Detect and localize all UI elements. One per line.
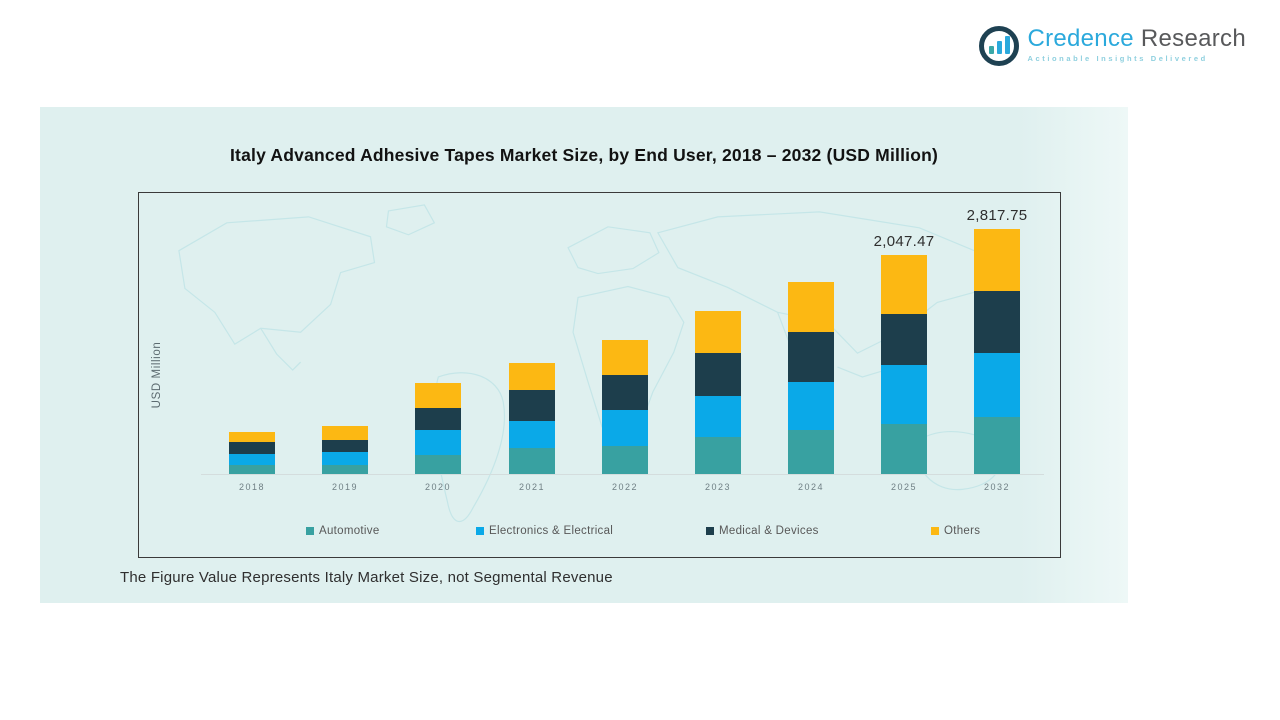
legend-item-others: Others xyxy=(931,525,980,537)
legend-label: Others xyxy=(944,525,981,537)
stacked-bar-2018 xyxy=(229,432,275,474)
x-tick-label-2020: 2020 xyxy=(424,482,452,492)
stacked-bar-2023 xyxy=(695,311,741,474)
stacked-bar-2022 xyxy=(602,340,648,474)
x-tick-label-2032: 2032 xyxy=(983,482,1011,492)
legend-label: Electronics & Electrical xyxy=(489,525,614,537)
x-tick-label-2018: 2018 xyxy=(238,482,266,492)
bar-chart-circle-icon xyxy=(979,26,1020,66)
brand-logo: Credence Research Actionable Insights De… xyxy=(979,26,1246,66)
x-tick-label-2023: 2023 xyxy=(704,482,732,492)
bar-segment-automotive xyxy=(881,424,927,474)
legend-label: Automotive xyxy=(319,525,380,537)
bar-segment-medical-devices xyxy=(974,291,1020,353)
bar-segment-automotive xyxy=(788,430,834,474)
bar-segment-electronics-electrical xyxy=(881,365,927,424)
logo-bar-medium xyxy=(996,41,1002,54)
bar-segment-others xyxy=(788,282,834,332)
brand-name: Credence Research xyxy=(1027,26,1246,52)
stacked-bar-2024 xyxy=(788,282,834,474)
legend-swatch-icon xyxy=(706,527,714,535)
x-tick-label-2025: 2025 xyxy=(890,482,918,492)
data-label-2032: 2,817.75 xyxy=(966,207,1028,224)
bar-segment-others xyxy=(881,255,927,314)
plot-area: USD Million 2018 2019 2020 2021 2022 2023 2024… xyxy=(138,192,1061,558)
footnote: The Figure Value Represents Italy Market… xyxy=(120,569,613,586)
bar-segment-automotive xyxy=(974,417,1020,474)
data-label-2025: 2,047.47 xyxy=(873,233,935,250)
bar-segment-others xyxy=(415,383,461,408)
bar-segment-automotive xyxy=(602,446,648,474)
bar-segment-automotive xyxy=(322,465,368,474)
bar-segment-others xyxy=(229,432,275,442)
x-tick-label-2021: 2021 xyxy=(518,482,546,492)
brand-tagline: Actionable Insights Delivered xyxy=(1027,54,1208,63)
bar-segment-others xyxy=(974,229,1020,291)
stacked-bar-2021 xyxy=(509,363,555,474)
bar-segment-others xyxy=(509,363,555,390)
stacked-bar-2025 xyxy=(881,255,927,474)
bar-segment-electronics-electrical xyxy=(695,396,741,437)
stacked-bar-2019 xyxy=(322,426,368,474)
bar-segment-medical-devices xyxy=(229,442,275,454)
x-axis-line xyxy=(201,474,1044,475)
legend-item-electronics-electrical: Electronics & Electrical xyxy=(476,525,613,537)
bar-segment-electronics-electrical xyxy=(229,454,275,465)
legend-swatch-icon xyxy=(476,527,484,535)
chart-title: Italy Advanced Adhesive Tapes Market Siz… xyxy=(229,145,939,165)
legend-swatch-icon xyxy=(306,527,314,535)
legend-item-medical-devices: Medical & Devices xyxy=(706,525,819,537)
bar-segment-automotive xyxy=(229,465,275,474)
logo-bar-small xyxy=(988,46,994,54)
bar-segment-automotive xyxy=(509,448,555,474)
stacked-bar-2032 xyxy=(974,229,1020,474)
bar-segment-medical-devices xyxy=(881,314,927,365)
bar-segment-others xyxy=(322,426,368,440)
bar-segment-electronics-electrical xyxy=(974,353,1020,417)
bar-segment-medical-devices xyxy=(509,390,555,421)
bar-segment-automotive xyxy=(695,437,741,474)
y-axis-label: USD Million xyxy=(151,341,163,409)
bar-segment-medical-devices xyxy=(788,332,834,382)
bar-segment-automotive xyxy=(415,455,461,474)
bar-segment-others xyxy=(602,340,648,375)
logo-bar-tall xyxy=(1004,36,1010,54)
x-tick-label-2019: 2019 xyxy=(331,482,359,492)
bar-segment-electronics-electrical xyxy=(602,410,648,446)
brand-name-primary: Credence xyxy=(1027,25,1134,52)
legend-swatch-icon xyxy=(931,527,939,535)
bar-segment-medical-devices xyxy=(415,408,461,430)
bar-segment-electronics-electrical xyxy=(509,421,555,448)
bar-segment-medical-devices xyxy=(322,440,368,452)
bar-segment-medical-devices xyxy=(695,353,741,396)
legend-item-automotive: Automotive xyxy=(306,525,380,537)
chart-card: Italy Advanced Adhesive Tapes Market Siz… xyxy=(40,107,1128,603)
bar-segment-electronics-electrical xyxy=(788,382,834,430)
bar-segment-medical-devices xyxy=(602,375,648,410)
brand-name-secondary: Research xyxy=(1133,25,1246,52)
bar-segment-electronics-electrical xyxy=(415,430,461,455)
x-tick-label-2024: 2024 xyxy=(797,482,825,492)
stacked-bar-2020 xyxy=(415,383,461,474)
x-tick-label-2022: 2022 xyxy=(611,482,639,492)
bar-segment-others xyxy=(695,311,741,353)
legend-label: Medical & Devices xyxy=(719,525,819,537)
bar-segment-electronics-electrical xyxy=(322,452,368,465)
